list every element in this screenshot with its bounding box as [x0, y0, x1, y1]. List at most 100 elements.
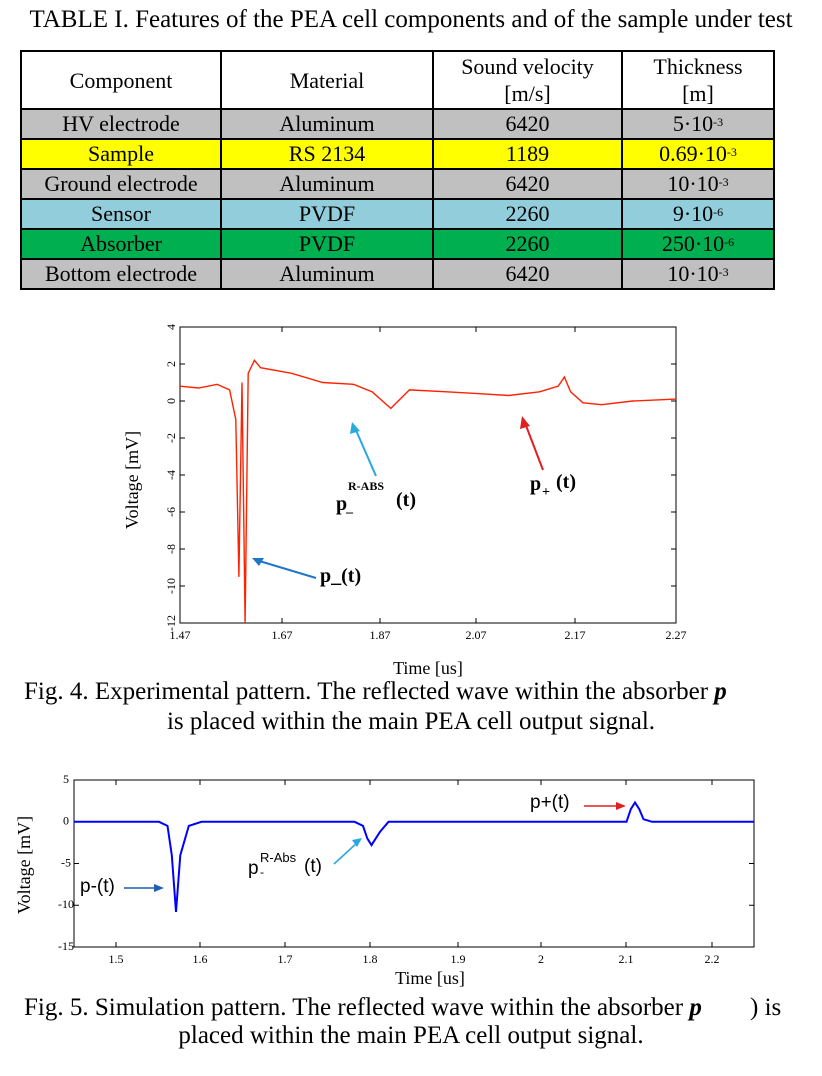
features-table: Component Material Sound velocity [m/s] … — [20, 50, 775, 290]
fig5-arrowhead-pminus — [154, 884, 164, 892]
x-tick-label: 1.7 — [278, 952, 293, 966]
fig4-arrowhead-pminus — [252, 558, 264, 566]
cell-component: Absorber — [20, 228, 222, 260]
cell-thickness: 250·10-6 — [621, 228, 775, 260]
y-tick-label: -12 — [164, 615, 178, 631]
y-tick-label: -2 — [164, 433, 178, 443]
table-row: Sensor PVDF 2260 9·10-6 — [20, 198, 775, 230]
thickness-base: 10·10 — [667, 171, 719, 196]
fig4-series-line — [179, 359, 677, 624]
cell-component: Ground electrode — [20, 168, 222, 200]
fig4-caption-line2: is placed within the main PEA cell outpu… — [166, 708, 656, 735]
cell-thickness: 5·10-3 — [621, 108, 775, 140]
cell-velocity: 1189 — [432, 138, 623, 170]
fig5-caption-text: Fig. 5. Simulation pattern. The reflecte… — [24, 994, 684, 1021]
fig5-caption-end: ) is — [750, 994, 782, 1021]
fig5-caption-p: p — [689, 994, 702, 1021]
cell-velocity: 6420 — [432, 168, 623, 200]
fig4-x-tick-labels: 1.47 1.67 1.87 2.07 2.17 2.27 — [170, 628, 687, 642]
table-row: Sample RS 2134 1189 0.69·10-3 — [20, 138, 775, 170]
fig5-series-line — [74, 800, 754, 912]
header-thickness: Thickness [m] — [621, 50, 775, 110]
fig5-x-tick-labels: 1.5 1.6 1.7 1.8 1.9 2 2.1 2.2 — [109, 952, 720, 966]
header-velocity-line1: Sound velocity — [461, 54, 594, 79]
fig5-ann-rabs-sub: - — [260, 865, 264, 879]
cell-thickness: 0.69·10-3 — [621, 138, 775, 170]
fig4-caption-text: Fig. 4. Experimental pattern. The reflec… — [24, 678, 709, 705]
cell-component: Sample — [20, 138, 222, 170]
fig4-ticks — [179, 326, 677, 624]
y-tick-label: 2 — [164, 361, 178, 367]
x-tick-label: 1.87 — [370, 628, 391, 642]
fig5-ann-pplus: p+(t) — [530, 792, 570, 813]
fig5-ylabel: Voltage [mV] — [14, 816, 34, 914]
y-tick-label: -5 — [61, 855, 71, 869]
fig4-ann-pplus-t: (t) — [556, 471, 576, 493]
fig5-ann-rabs-t: (t) — [304, 856, 322, 877]
cell-velocity: 2260 — [432, 198, 623, 230]
thickness-exponent: -3 — [726, 145, 737, 159]
y-tick-label: -10 — [58, 897, 74, 911]
y-tick-label: -10 — [164, 578, 178, 594]
fig5-ann-pminus: p-(t) — [80, 876, 115, 897]
cell-material: Aluminum — [220, 108, 434, 140]
fig4-ann-rabs-p: p — [336, 493, 347, 515]
cell-velocity: 6420 — [432, 108, 623, 140]
fig4-arrowhead-rabs — [350, 422, 360, 434]
fig4-arrow-pminus — [255, 559, 317, 579]
fig4-caption-p: p — [714, 678, 727, 705]
header-material: Material — [220, 50, 434, 110]
fig4-ann-rabs-sup: R-ABS — [348, 479, 384, 493]
fig4-ann-pplus-sub: + — [542, 485, 550, 500]
fig4-y-tick-labels: 4 2 0 -2 -4 -6 -8 -10 -12 — [164, 324, 178, 631]
thickness-base: 10·10 — [667, 261, 719, 286]
y-tick-label: -6 — [164, 507, 178, 517]
thickness-exponent: -3 — [718, 175, 729, 189]
x-tick-label: 1.6 — [193, 952, 208, 966]
fig4-ann-rabs-sub: – — [345, 505, 354, 520]
cell-material: RS 2134 — [220, 138, 434, 170]
table-row: Ground electrode Aluminum 6420 10·10-3 — [20, 168, 775, 200]
cell-component: Sensor — [20, 198, 222, 230]
fig4-ann-rabs-t: (t) — [396, 489, 416, 511]
thickness-base: 9·10 — [672, 201, 714, 226]
thickness-exponent: -3 — [718, 265, 729, 279]
table-row: Bottom electrode Aluminum 6420 10·10-3 — [20, 258, 775, 290]
cell-material: Aluminum — [220, 258, 434, 290]
header-thickness-line2: [m] — [682, 81, 714, 106]
thickness-base: 250·10 — [661, 231, 725, 256]
header-thickness-line1: Thickness — [653, 54, 743, 79]
cell-component: Bottom electrode — [20, 258, 222, 290]
thickness-base: 0.69·10 — [659, 141, 727, 166]
table-caption: TABLE I. Features of the PEA cell compon… — [29, 6, 793, 33]
header-component: Component — [20, 50, 222, 110]
table-body: HV electrode Aluminum 6420 5·10-3 Sample RS 2… — [20, 108, 775, 290]
fig5-y-tick-labels: 5 0 -5 -10 -15 — [58, 772, 74, 953]
cell-velocity: 2260 — [432, 228, 623, 260]
x-tick-label: 1.8 — [363, 952, 378, 966]
x-tick-label: 2.2 — [705, 952, 720, 966]
fig4-xlabel: Time [us] — [393, 658, 463, 678]
thickness-exponent: -6 — [713, 205, 724, 219]
fig4-plot-frame — [179, 326, 677, 624]
y-tick-label: 4 — [164, 324, 178, 330]
fig5-caption-line2: placed within the main PEA cell output s… — [178, 1022, 644, 1049]
fig5-arrowhead-rabs — [352, 838, 362, 847]
thickness-exponent: -6 — [724, 235, 735, 249]
cell-thickness: 10·10-3 — [621, 168, 775, 200]
table-header-row: Component Material Sound velocity [m/s] … — [20, 50, 775, 110]
cell-material: Aluminum — [220, 168, 434, 200]
cell-thickness: 9·10-6 — [621, 198, 775, 230]
x-tick-label: 2.1 — [619, 952, 634, 966]
fig4-caption-line1: Fig. 4. Experimental pattern. The reflec… — [24, 678, 727, 706]
x-tick-label: 1.9 — [451, 952, 466, 966]
x-tick-label: 1.5 — [109, 952, 124, 966]
cell-component: HV electrode — [20, 108, 222, 140]
fig5-ann-rabs-sup: R-Abs — [260, 850, 297, 865]
fig4-arrow-pplus — [524, 422, 544, 471]
x-tick-label: 2.27 — [666, 628, 687, 642]
fig4-arrow-rabs — [354, 427, 377, 477]
cell-material: PVDF — [220, 228, 434, 260]
x-tick-label: 1.67 — [272, 628, 293, 642]
table-row: HV electrode Aluminum 6420 5·10-3 — [20, 108, 775, 140]
